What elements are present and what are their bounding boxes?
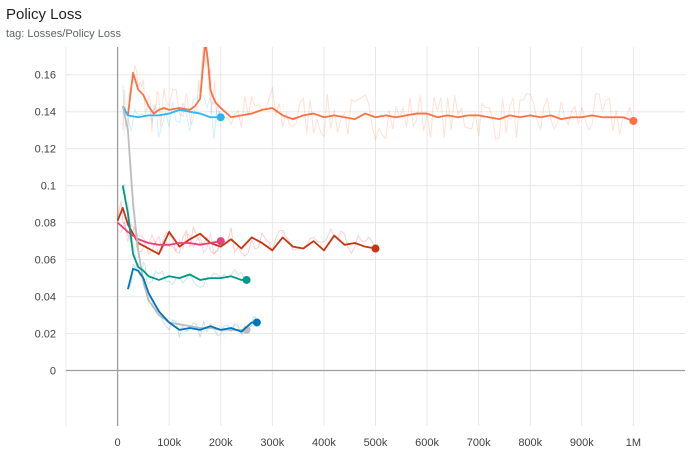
axes bbox=[66, 47, 685, 426]
y-tick-label: 0.1 bbox=[41, 181, 56, 193]
y-tick-label: 0.08 bbox=[35, 218, 56, 230]
x-tick-label: 1M bbox=[626, 437, 641, 449]
x-tick-label: 800k bbox=[518, 437, 542, 449]
series-raw-line bbox=[122, 84, 222, 139]
series-raw-line bbox=[122, 111, 248, 339]
chart-header: Policy Loss tag: Losses/Policy Loss bbox=[6, 6, 121, 41]
series-line[interactable] bbox=[121, 41, 634, 122]
tick-labels: 0 0.02 0.04 0.06 0.08 0.1 0.12 0.14 0.16 0 100k 200… bbox=[35, 70, 641, 449]
x-tick-label: 300k bbox=[260, 437, 284, 449]
series-raw-line bbox=[117, 200, 376, 257]
series-line[interactable] bbox=[121, 105, 221, 119]
series-line[interactable] bbox=[127, 267, 257, 333]
series-line[interactable] bbox=[121, 185, 247, 281]
series-end-point[interactable] bbox=[242, 275, 251, 284]
chart-title: Policy Loss bbox=[6, 6, 82, 23]
series-end-point[interactable] bbox=[216, 113, 225, 122]
series-end-point[interactable] bbox=[629, 116, 638, 125]
series-raw-line bbox=[117, 221, 222, 255]
series-layer bbox=[116, 41, 638, 334]
y-tick-label: 0.04 bbox=[35, 292, 56, 304]
series-line[interactable] bbox=[116, 221, 221, 246]
x-tick-label: 100k bbox=[157, 437, 181, 449]
series-line[interactable] bbox=[121, 105, 247, 331]
series-raw-line bbox=[122, 47, 634, 142]
x-tick-label: 0 bbox=[115, 437, 121, 449]
y-tick-label: 0.02 bbox=[35, 329, 56, 341]
y-tick-label: 0 bbox=[50, 366, 56, 378]
y-tick-label: 0.16 bbox=[35, 70, 56, 82]
chart-subtitle: tag: Losses/Policy Loss bbox=[6, 28, 121, 40]
x-tick-label: 200k bbox=[209, 437, 233, 449]
y-tick-label: 0.14 bbox=[35, 107, 56, 119]
x-tick-label: 500k bbox=[364, 437, 388, 449]
x-tick-label: 400k bbox=[312, 437, 336, 449]
y-tick-label: 0.12 bbox=[35, 144, 56, 156]
series-end-point[interactable] bbox=[252, 318, 261, 327]
x-tick-label: 600k bbox=[415, 437, 439, 449]
series-line[interactable] bbox=[116, 206, 376, 255]
series-end-point[interactable] bbox=[216, 237, 225, 246]
series-end-point[interactable] bbox=[371, 244, 380, 253]
y-tick-label: 0.06 bbox=[35, 255, 56, 267]
x-tick-label: 900k bbox=[570, 437, 594, 449]
x-tick-label: 700k bbox=[467, 437, 491, 449]
